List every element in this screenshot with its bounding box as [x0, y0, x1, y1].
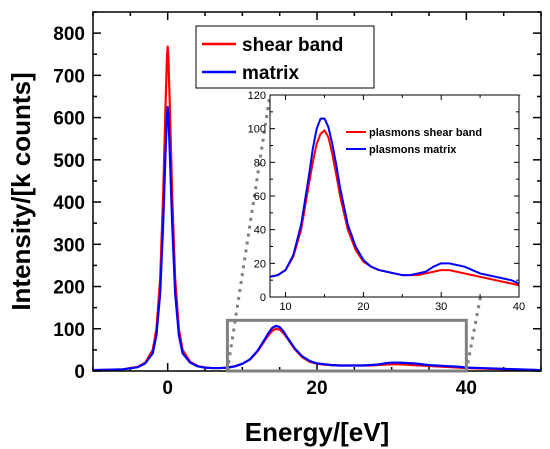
main-chart: 0 20 400100200300400500600700800Energy/[eV…: [6, 11, 542, 447]
inset-x-tick-label: 20: [357, 301, 369, 313]
y-tick-label: 200: [53, 278, 85, 299]
inset-y-tick-label: 120: [248, 90, 266, 102]
y-tick-label: 400: [53, 193, 85, 214]
y-tick-label: 0: [74, 362, 85, 383]
y-tick-label: 500: [53, 151, 85, 172]
x-tick-label: 40: [456, 378, 477, 399]
inset-series-line-plasmons-matrix: [270, 117, 519, 285]
inset-legend: plasmons shear band plasmons matrix: [346, 127, 482, 156]
y-axis-label: Intensity/[k counts]: [6, 72, 36, 310]
zoom-region-box: [225, 318, 468, 373]
inset-y-tick-label: 0: [260, 292, 266, 304]
y-tick-label: 300: [53, 235, 85, 256]
inset-series: [270, 117, 519, 287]
series-line-shear-band: [93, 45, 541, 371]
x-axis-label: Energy/[eV]: [245, 417, 390, 447]
inset-x-tick-label: 40: [513, 301, 525, 313]
x-tick-label: 20: [306, 378, 327, 399]
y-tick-label: 800: [53, 24, 85, 45]
series-line-matrix: [93, 105, 541, 371]
inset-y-tick-label: 100: [248, 124, 266, 136]
y-tick-label: 600: [53, 109, 85, 130]
inset-y-tick-label: 60: [254, 191, 266, 203]
main-series: [93, 45, 541, 371]
inset-x-tick-label: 30: [435, 301, 447, 313]
inset-chart: 10 20 30 40 0 20 40 60 80 100 120 plasmons shear ba…: [248, 90, 525, 313]
x-tick-label: 0: [162, 378, 173, 399]
y-tick-label: 700: [53, 66, 85, 87]
legend-label: matrix: [242, 63, 299, 84]
inset-background: [270, 95, 519, 297]
main-legend: shear band matrix: [195, 25, 375, 89]
inset-legend-label: plasmons shear band: [369, 127, 482, 139]
inset-y-tick-label: 40: [254, 225, 266, 237]
legend-box: [195, 25, 375, 89]
inset-y-tick-label: 20: [254, 258, 266, 270]
inset-legend-label: plasmons matrix: [369, 144, 457, 156]
inset-frame: [269, 94, 520, 298]
connector-line-left: [225, 94, 272, 372]
inset-y-tick-label: 80: [254, 157, 266, 169]
inset-x-tick-label: 10: [279, 301, 291, 313]
y-tick-label: 100: [53, 320, 85, 341]
legend-label: shear band: [242, 35, 343, 56]
